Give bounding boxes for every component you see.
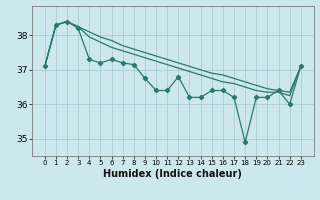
X-axis label: Humidex (Indice chaleur): Humidex (Indice chaleur)	[103, 169, 242, 179]
